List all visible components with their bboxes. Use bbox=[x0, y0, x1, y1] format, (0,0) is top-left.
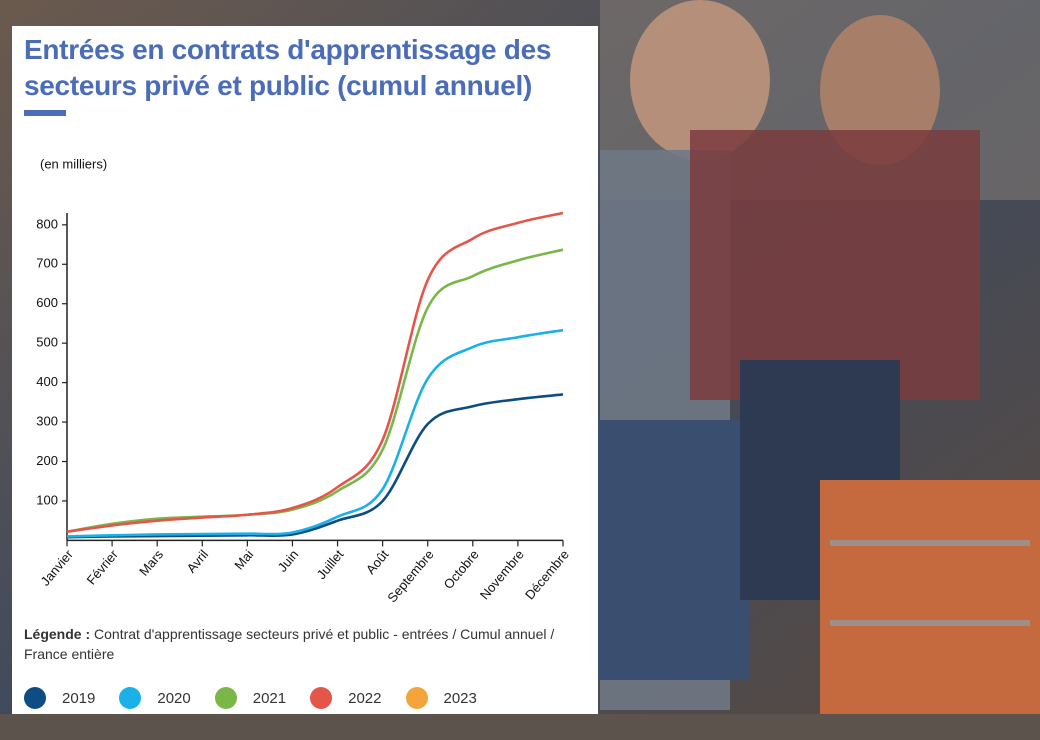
x-tick-label: Juin bbox=[275, 547, 302, 575]
x-tick-label: Février bbox=[84, 546, 122, 587]
chart-title: Entrées en contrats d'apprentissage des … bbox=[24, 34, 552, 101]
legend-swatch bbox=[119, 687, 142, 709]
y-tick-label: 100 bbox=[36, 492, 58, 507]
legend: 2019 2020 2021 2022 2023 bbox=[24, 686, 501, 710]
legend-swatch bbox=[24, 687, 46, 709]
y-tick-label: 800 bbox=[36, 216, 58, 231]
legend-label: 2019 bbox=[62, 689, 96, 707]
x-tick-label: Décembre bbox=[522, 547, 572, 603]
x-tick-label: Janvier bbox=[37, 546, 76, 588]
legend-swatch bbox=[405, 687, 428, 709]
legend-label: 2022 bbox=[348, 689, 382, 707]
legend-item: 2023 bbox=[405, 686, 477, 710]
legend-label: 2020 bbox=[157, 689, 191, 707]
chart: (en milliers) 100 200 300 400 500 600 700 800 Ja… bbox=[36, 156, 572, 605]
caption-label: Légende : bbox=[24, 626, 91, 642]
legend-item: 2019 bbox=[24, 686, 95, 710]
legend-item: 2022 bbox=[310, 686, 382, 710]
series-line bbox=[66, 211, 564, 534]
title-rule bbox=[24, 110, 66, 116]
series-line bbox=[66, 248, 564, 534]
x-tick-label: Août bbox=[363, 547, 392, 577]
y-tick-label: 600 bbox=[36, 295, 58, 310]
legend-swatch bbox=[310, 687, 333, 709]
x-tick-label: Avril bbox=[184, 547, 212, 576]
x-tick-label: Octobre bbox=[441, 547, 482, 592]
caption: Légende : Contrat d'apprentissage secteu… bbox=[24, 624, 594, 664]
caption-text: Contrat d'apprentissage secteurs privé e… bbox=[24, 626, 555, 662]
legend-label: 2021 bbox=[252, 689, 287, 707]
x-tick-label: Mai bbox=[231, 547, 256, 573]
series-line bbox=[66, 328, 564, 538]
y-tick-label: 400 bbox=[36, 374, 58, 389]
y-tick-label: 700 bbox=[36, 256, 58, 271]
x-tick-label: Juillet bbox=[314, 547, 347, 582]
x-tick-label: Septembre bbox=[384, 547, 436, 605]
y-tick-label: 200 bbox=[36, 453, 58, 468]
y-tick-label: 500 bbox=[36, 335, 58, 350]
legend-item: 2021 bbox=[214, 686, 287, 710]
x-tick-label: Novembre bbox=[477, 547, 527, 603]
legend-item: 2020 bbox=[119, 686, 191, 710]
x-tick-label: Mars bbox=[136, 547, 166, 579]
legend-swatch bbox=[214, 687, 237, 709]
y-axis-label: (en milliers) bbox=[40, 156, 107, 171]
legend-label: 2023 bbox=[443, 689, 477, 707]
series-line bbox=[66, 393, 564, 539]
y-tick-label: 300 bbox=[36, 414, 58, 429]
chart-panel: Entrées en contrats d'apprentissage des … bbox=[12, 26, 598, 714]
